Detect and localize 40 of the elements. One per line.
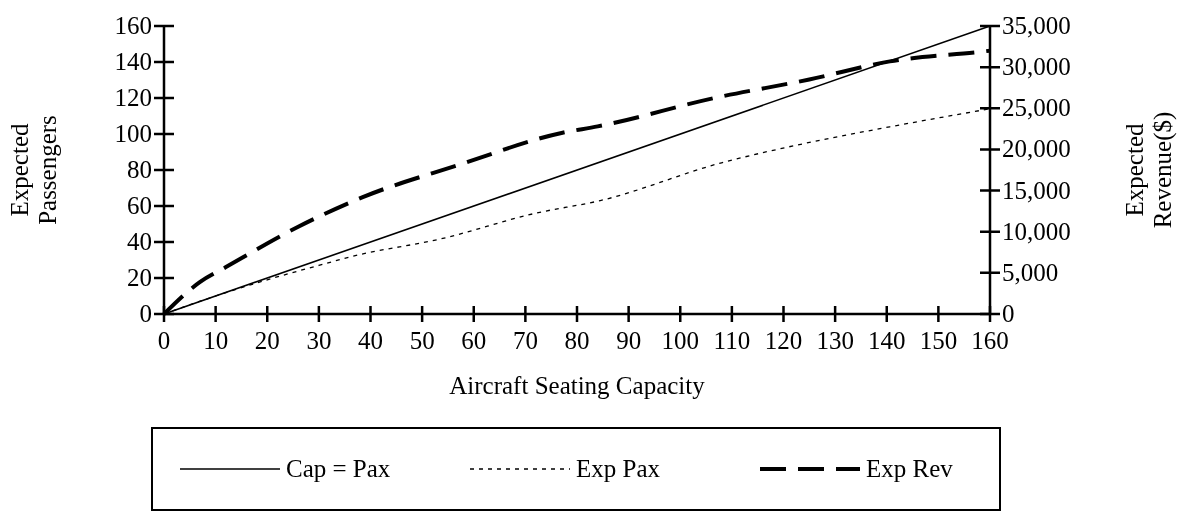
x-tick-label: 0 — [157, 327, 171, 354]
x-tick-label: 140 — [868, 327, 906, 354]
y-tick-label: 100 — [114, 120, 152, 147]
x-tick-label: 80 — [564, 327, 590, 354]
y-tick-label: 40 — [127, 228, 152, 255]
x-tick-label: 110 — [713, 327, 751, 354]
x-tick-label: 100 — [661, 327, 699, 354]
y2-tick-label: 30,000 — [1002, 53, 1071, 81]
y2-tick-label: 15,000 — [1002, 176, 1071, 204]
y2-tick-label: 5,000 — [1002, 258, 1059, 286]
x-tick-label: 60 — [461, 327, 487, 354]
x-tick-label: 10 — [203, 327, 229, 354]
x-tick-label: 40 — [358, 327, 383, 354]
y2-tick-label: 0 — [1002, 300, 1015, 327]
y2-tick-label: 35,000 — [1002, 12, 1071, 39]
y-tick-label: 0 — [139, 300, 152, 327]
y-tick-label: 20 — [127, 264, 152, 291]
x-tick-label: 120 — [764, 327, 803, 354]
legend-label: Cap = Pax — [286, 455, 391, 482]
x-tick-label: 20 — [254, 327, 280, 354]
x-tick-label: 90 — [616, 327, 642, 354]
x-tick-label: 30 — [306, 327, 332, 354]
x-tick-label: 130 — [816, 327, 854, 354]
legend-label: Exp Rev — [866, 455, 954, 482]
y-tick-label: 140 — [114, 48, 152, 75]
y2-tick-label: 25,000 — [1002, 94, 1071, 122]
y2-tick-label: 10,000 — [1002, 217, 1071, 245]
x-tick-label: 150 — [919, 327, 958, 354]
x-tick-label: 50 — [409, 327, 435, 354]
y-tick-label: 60 — [127, 192, 152, 219]
x-tick-label: 160 — [971, 327, 1009, 354]
legend-label: Exp Pax — [576, 455, 661, 482]
y-axis-title: Expected Passengers — [6, 115, 61, 225]
y-tick-label: 120 — [114, 84, 152, 111]
x-axis-title: Aircraft Seating Capacity — [449, 372, 706, 399]
y-tick-label: 80 — [127, 156, 152, 183]
y2-axis-title: Expected Revenue($) — [1121, 111, 1177, 229]
x-tick-label: 70 — [512, 327, 538, 354]
y-tick-label: 160 — [114, 12, 152, 39]
y2-tick-label: 20,000 — [1002, 135, 1071, 163]
